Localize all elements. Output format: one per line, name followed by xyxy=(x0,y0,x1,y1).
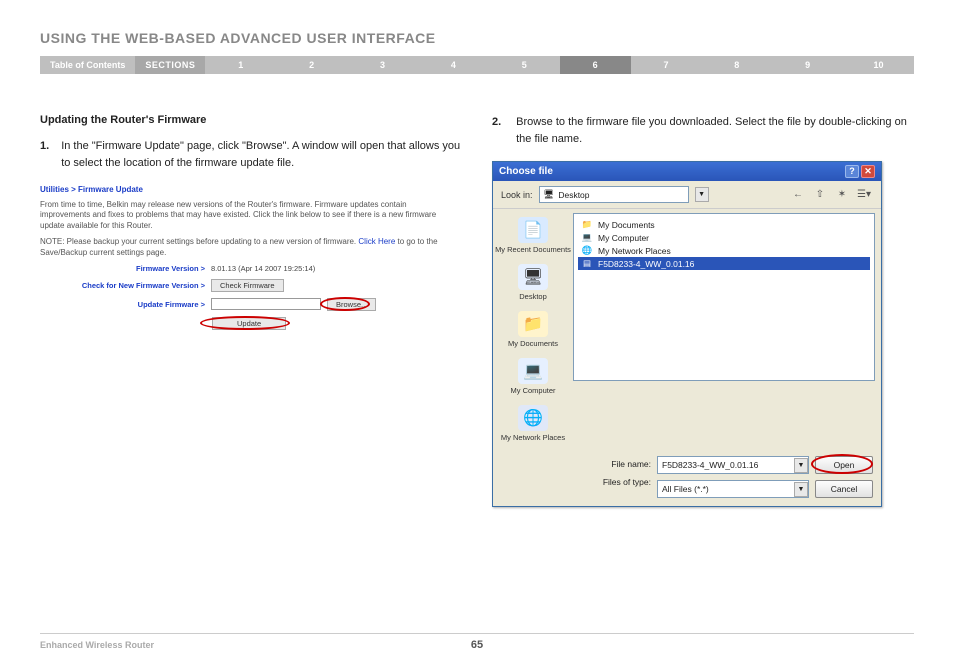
file-label: My Documents xyxy=(598,220,655,230)
filename-label: File name: xyxy=(587,459,651,469)
place-label: My Recent Documents xyxy=(495,245,571,254)
place-icon: 🌐 xyxy=(518,405,548,431)
place-icon: 📄 xyxy=(518,217,548,243)
open-button[interactable]: Open xyxy=(815,456,873,474)
fw-check-label: Check for New Firmware Version > xyxy=(40,281,205,290)
step-2: 2. Browse to the firmware file you downl… xyxy=(492,114,914,147)
filetype-label: Files of type: xyxy=(587,477,651,487)
place-label: My Network Places xyxy=(501,433,565,442)
file-label: My Network Places xyxy=(598,246,671,256)
toc-link[interactable]: Table of Contents xyxy=(40,60,135,70)
browse-button[interactable]: Browse... xyxy=(327,298,376,311)
fw-version-label: Firmware Version > xyxy=(40,264,205,273)
file-item[interactable]: 💻 My Computer xyxy=(578,231,870,244)
toolbar-icon-1[interactable]: ⇧ xyxy=(811,187,829,203)
step-text: Browse to the firmware file you download… xyxy=(516,114,914,147)
filename-field[interactable]: F5D8233-4_WW_0.01.16 ▼ xyxy=(657,456,809,474)
filetype-value: All Files (*.*) xyxy=(658,484,794,494)
desktop-icon: 🖥 xyxy=(544,189,555,200)
left-column: Updating the Router's Firmware 1. In the… xyxy=(40,114,462,507)
place-icon: 📁 xyxy=(518,311,548,337)
fw-version-value: 8.01.13 (Apr 14 2007 19:25:14) xyxy=(211,264,315,273)
filetype-caret[interactable]: ▼ xyxy=(794,482,808,497)
place-my-recent-documents[interactable]: 📄 My Recent Documents xyxy=(493,213,573,258)
page-number: 65 xyxy=(471,639,483,651)
file-icon: 🌐 xyxy=(580,245,594,256)
section-link-4[interactable]: 4 xyxy=(418,56,489,74)
close-button[interactable]: ✕ xyxy=(861,165,875,178)
fw-breadcrumb: Utilities > Firmware Update xyxy=(40,185,440,194)
lookin-caret[interactable]: ▼ xyxy=(695,187,709,202)
dialog-titlebar: Choose file ? ✕ xyxy=(493,162,881,181)
toolbar-icon-0[interactable]: ← xyxy=(789,187,807,203)
section-link-8[interactable]: 8 xyxy=(701,56,772,74)
place-my-network-places[interactable]: 🌐 My Network Places xyxy=(493,401,573,446)
choose-file-dialog: Choose file ? ✕ Look in: 🖥 Desktop ▼ ←⇧✶… xyxy=(492,161,882,507)
fw-desc-2: NOTE: Please backup your current setting… xyxy=(40,237,440,258)
dialog-toolbar: Look in: 🖥 Desktop ▼ ←⇧✶☰▾ xyxy=(493,181,881,209)
right-column: 2. Browse to the firmware file you downl… xyxy=(492,114,914,507)
section-link-10[interactable]: 10 xyxy=(843,56,914,74)
filename-value: F5D8233-4_WW_0.01.16 xyxy=(658,460,794,470)
fw-update-label: Update Firmware > xyxy=(40,300,205,309)
section-link-6[interactable]: 6 xyxy=(560,56,631,74)
place-my-computer[interactable]: 💻 My Computer xyxy=(493,354,573,399)
place-desktop[interactable]: 🖥 Desktop xyxy=(493,260,573,305)
page-title: USING THE WEB-BASED ADVANCED USER INTERF… xyxy=(40,30,914,46)
file-item[interactable]: 🌐 My Network Places xyxy=(578,244,870,257)
section-link-9[interactable]: 9 xyxy=(772,56,843,74)
toolbar-icon-3[interactable]: ☰▾ xyxy=(855,187,873,203)
step-text: In the "Firmware Update" page, click "Br… xyxy=(61,138,462,171)
fw-desc-1: From time to time, Belkin may release ne… xyxy=(40,200,440,231)
section-link-5[interactable]: 5 xyxy=(489,56,560,74)
update-button[interactable]: Update xyxy=(212,317,286,330)
lookin-dropdown[interactable]: 🖥 Desktop xyxy=(539,186,689,203)
subheading: Updating the Router's Firmware xyxy=(40,114,462,126)
place-icon: 💻 xyxy=(518,358,548,384)
lookin-value: Desktop xyxy=(558,190,683,200)
file-label: F5D8233-4_WW_0.01.16 xyxy=(598,259,694,269)
section-link-2[interactable]: 2 xyxy=(276,56,347,74)
place-label: My Computer xyxy=(510,386,555,395)
section-link-3[interactable]: 3 xyxy=(347,56,418,74)
sections-label: SECTIONS xyxy=(135,56,205,74)
help-button[interactable]: ? xyxy=(845,165,859,178)
section-link-1[interactable]: 1 xyxy=(205,56,276,74)
step-number: 2. xyxy=(492,114,504,147)
place-icon: 🖥 xyxy=(518,264,548,290)
file-icon: ▤ xyxy=(580,258,594,269)
place-label: My Documents xyxy=(508,339,558,348)
dialog-title: Choose file xyxy=(499,166,553,177)
check-firmware-button[interactable]: Check Firmware xyxy=(211,279,284,292)
footer-product: Enhanced Wireless Router xyxy=(40,640,154,650)
file-list[interactable]: 📁 My Documents 💻 My Computer 🌐 My Network Pla… xyxy=(573,213,875,381)
toolbar-icon-2[interactable]: ✶ xyxy=(833,187,851,203)
fw-note-text: NOTE: Please backup your current setting… xyxy=(40,237,356,246)
step-1: 1. In the "Firmware Update" page, click … xyxy=(40,138,462,171)
file-label: My Computer xyxy=(598,233,649,243)
file-icon: 📁 xyxy=(580,219,594,230)
section-nav: Table of Contents SECTIONS 12345678910 xyxy=(40,56,914,74)
section-link-7[interactable]: 7 xyxy=(631,56,702,74)
cancel-button[interactable]: Cancel xyxy=(815,480,873,498)
firmware-update-panel: Utilities > Firmware Update From time to… xyxy=(40,185,440,330)
lookin-label: Look in: xyxy=(501,190,533,200)
filetype-field[interactable]: All Files (*.*) ▼ xyxy=(657,480,809,498)
fw-file-input[interactable] xyxy=(211,298,321,310)
file-item[interactable]: 📁 My Documents xyxy=(578,218,870,231)
place-label: Desktop xyxy=(519,292,547,301)
step-number: 1. xyxy=(40,138,49,171)
page-footer: Enhanced Wireless Router 65 xyxy=(40,633,914,650)
places-bar: 📄 My Recent Documents 🖥 Desktop 📁 My Document… xyxy=(493,209,573,450)
filename-caret[interactable]: ▼ xyxy=(794,458,808,473)
place-my-documents[interactable]: 📁 My Documents xyxy=(493,307,573,352)
fw-clickhere-link[interactable]: Click Here xyxy=(358,237,395,246)
file-item[interactable]: ▤ F5D8233-4_WW_0.01.16 xyxy=(578,257,870,270)
file-icon: 💻 xyxy=(580,232,594,243)
